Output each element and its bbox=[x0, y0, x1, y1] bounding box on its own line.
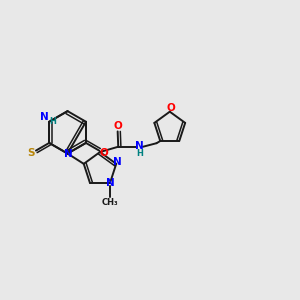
Text: N: N bbox=[135, 141, 144, 151]
Text: N: N bbox=[40, 112, 49, 122]
Text: O: O bbox=[99, 148, 108, 158]
Text: H: H bbox=[49, 117, 56, 126]
Text: N: N bbox=[113, 158, 122, 167]
Text: O: O bbox=[113, 121, 122, 131]
Text: O: O bbox=[167, 103, 175, 113]
Text: S: S bbox=[28, 148, 35, 158]
Text: CH₃: CH₃ bbox=[102, 198, 118, 207]
Text: N: N bbox=[64, 148, 73, 158]
Text: N: N bbox=[106, 178, 114, 188]
Text: H: H bbox=[136, 149, 143, 158]
